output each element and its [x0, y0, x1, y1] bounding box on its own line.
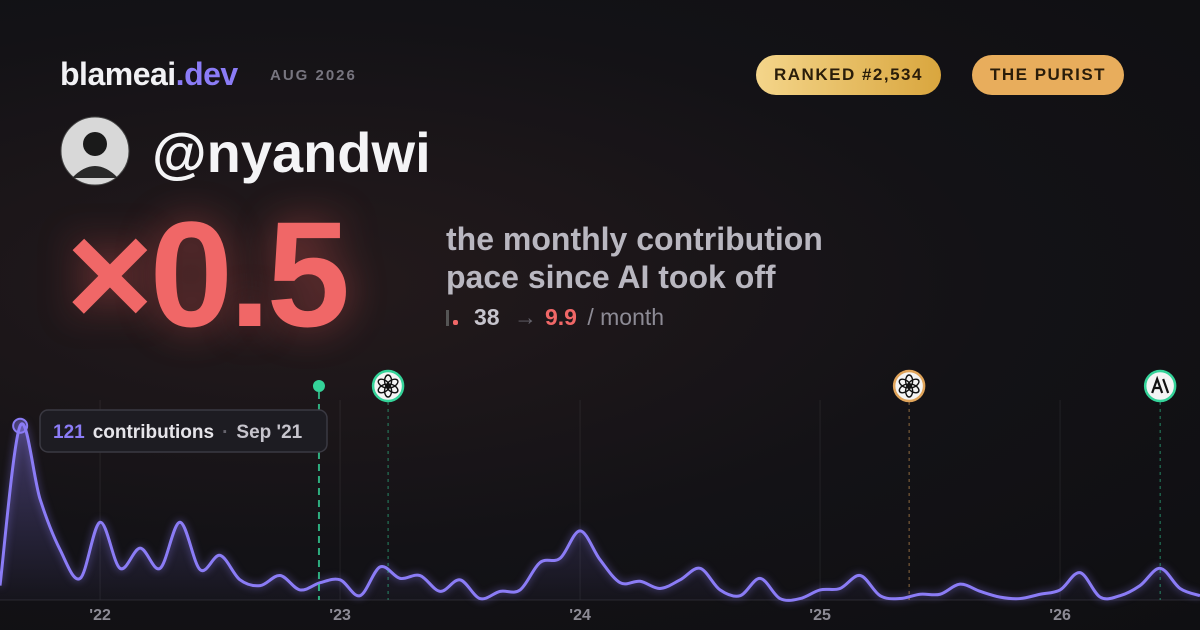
icon-glyph	[1151, 375, 1170, 394]
period: AUG 2026	[270, 67, 357, 84]
caption: the monthly contribution pace since AI t…	[446, 220, 823, 296]
tooltip-part: Sep '21	[236, 422, 302, 443]
arrow: →	[513, 304, 537, 330]
caption-line: the monthly contribution	[446, 221, 823, 257]
tooltip-part: ·	[222, 422, 228, 443]
before-value: 38	[474, 304, 500, 330]
brand-tld: .dev	[175, 56, 239, 92]
x-tick-label: '23	[329, 607, 351, 624]
unit: / month	[587, 304, 665, 330]
caption-line: pace since AI took off	[446, 259, 776, 295]
event-icon-bg	[371, 369, 405, 403]
x-tick-label: '22	[89, 607, 111, 624]
persona-badge: THE PURIST	[972, 55, 1125, 95]
avatar	[60, 116, 130, 186]
x-tick-label: '25	[809, 607, 831, 624]
x-tick-label: '26	[1049, 607, 1071, 624]
area	[0, 423, 1200, 601]
bar-glyph	[446, 310, 449, 326]
event-icon-bg	[892, 369, 926, 403]
event-dot	[312, 380, 325, 392]
event-marker	[1143, 369, 1177, 600]
icon-petal	[898, 378, 911, 389]
handle: @nyandwi	[152, 121, 431, 184]
tooltip-part: contributions	[93, 422, 214, 443]
pace-row: 38 → 9.9 / month	[446, 304, 664, 331]
line	[0, 422, 1200, 602]
tooltip-text: 121 contributions · Sep '21	[53, 422, 303, 443]
brand: blameai.dev	[60, 56, 238, 93]
bar-glyph	[453, 320, 458, 325]
hover-point	[12, 417, 29, 434]
after-value: 9.9	[544, 304, 577, 330]
brand-name: blameai	[60, 56, 176, 92]
icon-petal	[377, 378, 390, 389]
event-marker	[312, 380, 325, 600]
x-tick-label: '24	[569, 607, 591, 624]
tooltip-box	[39, 409, 328, 453]
event-marker	[892, 369, 926, 600]
tooltip-part: 121	[53, 422, 85, 443]
rank-badge: RANKED #2,534	[756, 55, 941, 95]
tooltip: 121 contributions · Sep '21	[39, 409, 328, 453]
multiplier: ×0.5	[66, 190, 350, 358]
event-marker	[371, 369, 405, 600]
